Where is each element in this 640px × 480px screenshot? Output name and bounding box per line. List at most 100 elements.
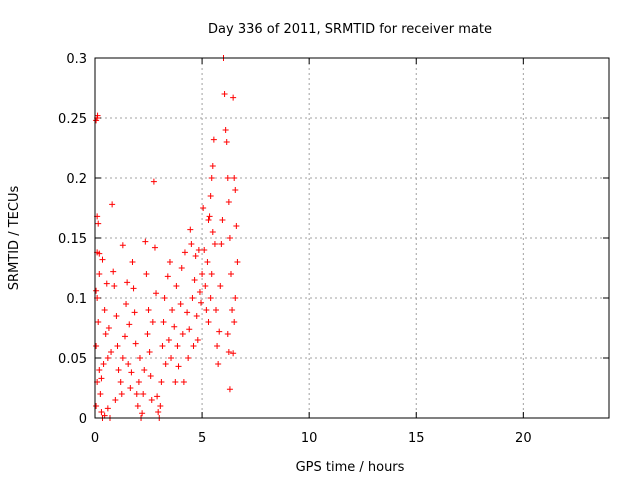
data-point	[165, 337, 172, 343]
data-point	[214, 343, 221, 349]
data-point	[186, 326, 193, 333]
data-point	[222, 127, 229, 133]
data-point	[171, 323, 178, 330]
data-point	[223, 139, 230, 145]
data-point	[184, 309, 191, 316]
data-point	[118, 391, 125, 397]
data-point	[149, 319, 156, 325]
data-point	[141, 367, 148, 373]
data-point	[189, 295, 196, 301]
data-point	[231, 175, 238, 181]
y-tick-label: 0.05	[58, 352, 87, 367]
data-point	[101, 307, 108, 313]
x-tick-label: 0	[91, 431, 99, 446]
data-point	[93, 287, 100, 294]
data-point	[230, 350, 237, 357]
data-point	[131, 309, 138, 316]
data-point	[187, 226, 194, 233]
data-point	[158, 379, 165, 385]
data-point	[179, 331, 186, 337]
data-point	[111, 283, 118, 289]
data-point	[204, 259, 211, 265]
data-point	[127, 385, 134, 391]
data-point	[208, 271, 215, 277]
data-point	[174, 343, 181, 349]
data-point	[227, 271, 234, 277]
data-point	[226, 235, 233, 241]
data-point	[224, 331, 231, 337]
x-axis-label: GPS time / hours	[296, 460, 405, 475]
data-point	[98, 375, 105, 382]
data-point	[119, 355, 126, 361]
data-point	[200, 205, 207, 211]
data-point	[178, 265, 185, 271]
data-point	[191, 277, 198, 283]
data-point	[143, 271, 150, 277]
x-tick-label: 10	[301, 431, 318, 446]
y-tick-label: 0.2	[66, 172, 87, 187]
data-point	[115, 367, 122, 373]
data-point	[166, 259, 173, 265]
data-point	[172, 379, 179, 385]
data-point	[180, 379, 187, 385]
data-point	[117, 379, 124, 385]
data-point	[125, 361, 132, 367]
data-point	[123, 301, 130, 307]
data-point	[175, 363, 182, 370]
data-point	[217, 283, 224, 289]
data-point	[151, 244, 158, 251]
data-point	[95, 319, 102, 325]
data-point	[103, 280, 110, 287]
data-point	[102, 331, 109, 337]
y-tick-label: 0.3	[66, 52, 87, 67]
data-point	[119, 242, 126, 249]
data-point	[210, 136, 217, 143]
x-tick-label: 5	[198, 431, 206, 446]
data-point	[153, 290, 160, 297]
data-point	[155, 409, 162, 415]
data-point	[145, 307, 152, 313]
data-point	[207, 295, 214, 301]
data-point	[168, 355, 175, 361]
data-point	[96, 271, 103, 277]
data-point	[121, 333, 128, 340]
data-point	[219, 217, 226, 223]
axis-ticks: 0 0.05 0.1 0.15 0.2 0.25 0.3 0 5 10 15 20	[58, 52, 609, 446]
data-point	[181, 249, 188, 256]
data-point	[232, 187, 239, 193]
data-point	[177, 301, 184, 307]
data-point	[132, 340, 139, 347]
data-point	[139, 410, 146, 417]
data-point	[147, 373, 154, 379]
data-point	[162, 361, 169, 367]
x-tick-label: 20	[515, 431, 532, 446]
data-point	[133, 391, 140, 397]
data-point	[98, 409, 105, 415]
data-point	[110, 268, 117, 275]
data-point	[193, 313, 200, 319]
data-point	[225, 199, 232, 205]
grid	[95, 58, 609, 418]
data-point	[159, 343, 166, 349]
data-point	[94, 112, 101, 119]
data-point	[194, 337, 201, 343]
data-point	[96, 250, 103, 257]
data-point	[196, 289, 203, 295]
data-point	[150, 178, 157, 185]
data-point	[213, 307, 220, 313]
data-point	[104, 405, 111, 412]
data-point	[234, 259, 241, 265]
data-point	[126, 321, 133, 328]
data-point	[207, 193, 214, 199]
data-point	[93, 343, 100, 349]
data-point	[229, 307, 236, 313]
data-point	[124, 279, 131, 286]
data-point	[146, 349, 153, 355]
data-point	[113, 313, 120, 319]
data-point	[148, 397, 155, 403]
data-point	[201, 247, 208, 253]
data-point	[216, 328, 223, 335]
data-point	[112, 397, 119, 403]
data-point	[202, 283, 209, 289]
data-point	[232, 295, 239, 301]
